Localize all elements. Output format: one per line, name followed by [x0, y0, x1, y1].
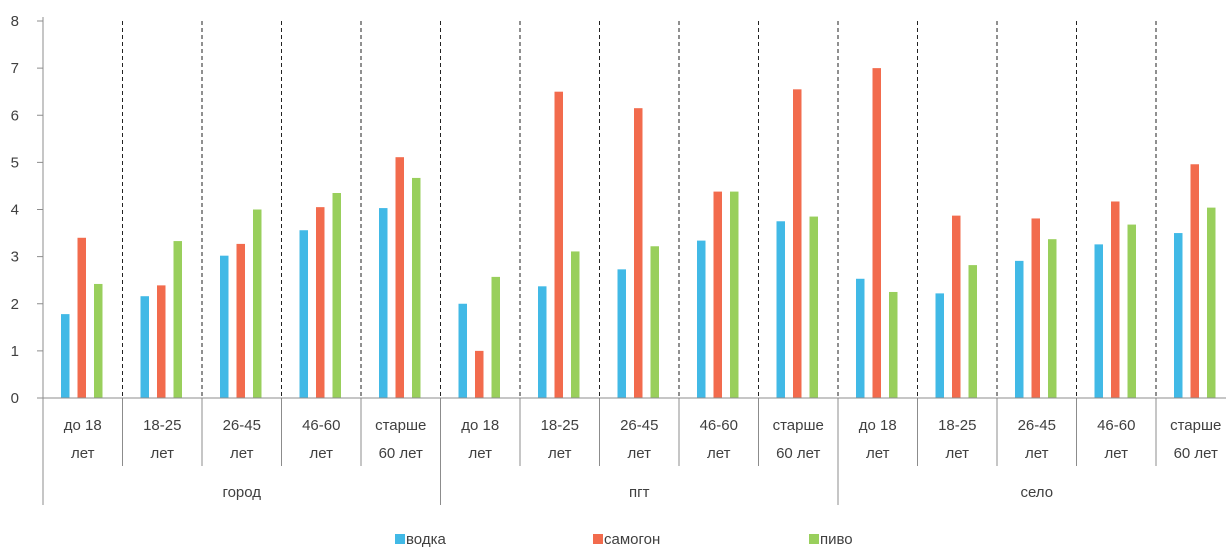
bar-водка — [697, 240, 706, 398]
bar-самогон — [316, 207, 325, 398]
bar-пиво — [1207, 207, 1216, 398]
bar-пиво — [412, 177, 421, 398]
x-tick-label-line1: старше — [773, 417, 824, 434]
bar-пиво — [94, 283, 103, 398]
y-tick-label: 5 — [11, 154, 19, 171]
x-tick-label-line1: 18-25 — [541, 417, 579, 434]
x-axis: до 18 лет 18-25 лет 26-45 лет 46-60 лет старше 60… — [42, 397, 1226, 505]
x-tick-label-line1: 46-60 — [1097, 417, 1135, 434]
bar-самогон — [952, 215, 961, 398]
x-tick-label-line2: лет — [469, 445, 493, 462]
bar-пиво — [650, 246, 659, 398]
group-label: город — [222, 484, 261, 501]
x-tick-label-line2: 60 лет — [379, 445, 423, 462]
bar-водка — [776, 221, 785, 398]
x-tick-label-line1: 46-60 — [302, 417, 340, 434]
bar-водка — [61, 314, 70, 398]
x-tick-label-line2: лет — [71, 445, 95, 462]
bar-пиво — [571, 251, 580, 398]
y-tick-label: 7 — [11, 60, 19, 77]
bar-самогон — [475, 350, 484, 398]
legend-swatch-водка — [395, 534, 405, 544]
x-tick-label-line1: старше — [1170, 417, 1221, 434]
x-tick-label-line1: 46-60 — [700, 417, 738, 434]
bar-самогон — [395, 157, 404, 398]
legend-swatch-пиво — [809, 534, 819, 544]
bar-самогон — [1031, 218, 1040, 398]
y-tick-label: 0 — [11, 390, 19, 407]
x-tick-label-line2: лет — [866, 445, 890, 462]
bar-водка — [935, 293, 944, 398]
legend-label-самогон: самогон — [604, 531, 660, 548]
x-tick-label-line1: до 18 — [461, 417, 499, 434]
bar-самогон — [1190, 164, 1199, 398]
bar-водка — [1174, 233, 1183, 398]
bar-самогон — [157, 285, 166, 398]
y-tick-label: 1 — [11, 343, 19, 360]
bar-водка — [379, 208, 388, 398]
x-tick-label-line2: лет — [548, 445, 572, 462]
x-tick-label-line2: лет — [628, 445, 652, 462]
bar-водка — [140, 296, 149, 398]
x-tick-label-line2: 60 лет — [1174, 445, 1218, 462]
bar-самогон — [1111, 201, 1120, 398]
y-tick-label: 6 — [11, 107, 19, 124]
x-tick-label-line2: лет — [230, 445, 254, 462]
bar-пиво — [730, 191, 739, 398]
y-tick-label: 8 — [11, 13, 19, 30]
bar-водка — [220, 255, 229, 398]
x-tick-label-line1: 26-45 — [620, 417, 658, 434]
bar-водка — [617, 269, 626, 398]
legend: водка самогон пиво — [395, 531, 853, 548]
bar-самогон — [554, 91, 563, 398]
bar-пиво — [809, 216, 818, 398]
x-tick-label-line1: до 18 — [64, 417, 102, 434]
x-tick-label-line1: 26-45 — [1018, 417, 1056, 434]
legend-swatch-самогон — [593, 534, 603, 544]
x-tick-label-line1: 18-25 — [143, 417, 181, 434]
x-tick-label-line1: до 18 — [859, 417, 897, 434]
bar-самогон — [236, 243, 245, 398]
bar-водка — [856, 278, 865, 398]
legend-label-водка: водка — [406, 531, 446, 548]
x-tick-label-line1: 26-45 — [223, 417, 261, 434]
bar-водка — [1015, 260, 1024, 398]
bar-самогон — [634, 108, 643, 399]
bar-водка — [1094, 244, 1103, 398]
bar-пиво — [173, 241, 182, 398]
y-tick-label: 4 — [11, 202, 19, 219]
x-tick-label-line2: лет — [1025, 445, 1049, 462]
group-label: пгт — [629, 484, 650, 501]
x-tick-label-line1: старше — [375, 417, 426, 434]
x-tick-label-line2: 60 лет — [776, 445, 820, 462]
bar-пиво — [968, 265, 977, 398]
x-tick-label-line2: лет — [310, 445, 334, 462]
bar-пиво — [889, 291, 898, 398]
legend-label-пиво: пиво — [820, 531, 853, 548]
bar-самогон — [872, 68, 881, 398]
group-label: село — [1020, 484, 1053, 501]
bar-самогон — [713, 191, 722, 398]
x-tick-label-line2: лет — [1105, 445, 1129, 462]
bar-пиво — [253, 209, 262, 398]
x-tick-label-line2: лет — [151, 445, 175, 462]
bar-самогон — [77, 237, 86, 398]
bar-пиво — [1048, 239, 1057, 398]
bar-пиво — [491, 276, 500, 398]
x-tick-label-line1: 18-25 — [938, 417, 976, 434]
x-tick-label-line2: лет — [707, 445, 731, 462]
bar-водка — [458, 303, 467, 398]
bar-самогон — [793, 89, 802, 399]
y-tick-label: 3 — [11, 249, 19, 266]
plot-area — [61, 21, 1216, 399]
x-tick-label-line2: лет — [946, 445, 970, 462]
y-tick-label: 2 — [11, 296, 19, 313]
bar-водка — [538, 286, 547, 398]
y-axis: 0 1 2 3 4 5 6 7 8 — [11, 13, 44, 407]
bar-водка — [299, 230, 308, 398]
bar-пиво — [332, 193, 341, 398]
bar-пиво — [1127, 224, 1136, 398]
